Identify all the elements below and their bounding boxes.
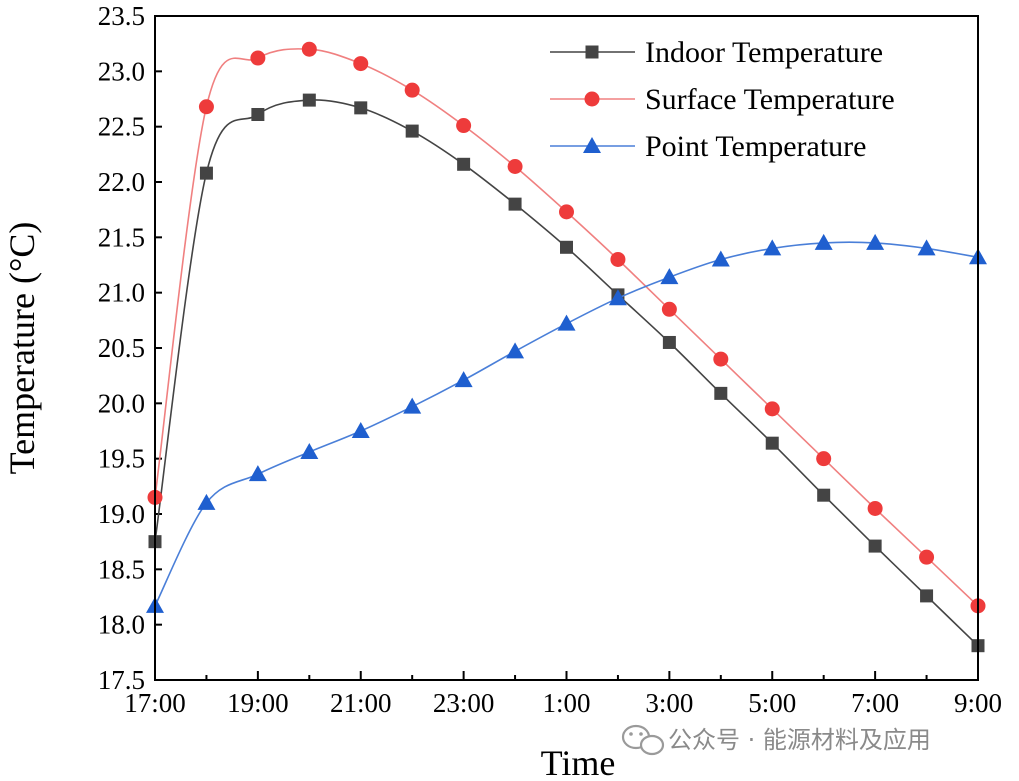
indoor-temperature-point bbox=[405, 124, 419, 138]
y-tick-label: 18.0 bbox=[98, 610, 145, 640]
x-tick-label: 17:00 bbox=[124, 688, 186, 718]
point-temperature-points bbox=[146, 233, 987, 613]
indoor-temperature-point bbox=[354, 101, 368, 115]
y-tick-label: 20.0 bbox=[98, 388, 145, 418]
point-temperature-point bbox=[506, 342, 525, 359]
legend-label: Indoor Temperature bbox=[645, 36, 883, 69]
surface-temperature-line bbox=[154, 48, 979, 607]
indoor-temperature-point bbox=[251, 107, 265, 121]
x-tick-label: 1:00 bbox=[542, 688, 590, 718]
surface-temperature-point bbox=[507, 159, 523, 175]
surface-temperature-point bbox=[250, 50, 266, 66]
y-tick-label: 23.0 bbox=[98, 56, 145, 86]
point-temperature-point bbox=[300, 443, 319, 460]
y-tick-label: 19.5 bbox=[98, 444, 145, 474]
indoor-temperature-point bbox=[817, 488, 831, 502]
indoor-temperature-point bbox=[868, 539, 882, 553]
legend-label: Surface Temperature bbox=[645, 83, 895, 116]
surface-temperature-point bbox=[404, 82, 420, 98]
y-axis-title: Temperature (°C) bbox=[2, 222, 42, 475]
legend-marker bbox=[584, 91, 600, 107]
point-temperature-point bbox=[917, 239, 936, 256]
legend-item-point-temperature: Point Temperature bbox=[550, 130, 866, 163]
surface-temperature-point bbox=[456, 118, 472, 134]
legend-item-surface-temperature: Surface Temperature bbox=[550, 83, 895, 116]
y-tick-label: 18.5 bbox=[98, 554, 145, 584]
x-tick-labels: 17:00 19:00 21:00 23:00 1:00 3:00 5:00 7:00 9:00 bbox=[124, 688, 1002, 718]
x-tick-label: 5:00 bbox=[748, 688, 796, 718]
x-tick-label: 23:00 bbox=[433, 688, 495, 718]
surface-temperature-point bbox=[764, 401, 780, 417]
watermark: 公众号 · 能源材料及应用 bbox=[621, 724, 931, 756]
y-tick-label: 19.0 bbox=[98, 499, 145, 529]
x-tick-label: 19:00 bbox=[227, 688, 289, 718]
indoor-temperature-point bbox=[714, 386, 728, 400]
legend-marker bbox=[585, 45, 599, 59]
y-tick-label: 17.5 bbox=[98, 665, 145, 695]
surface-temperature-point bbox=[661, 301, 677, 317]
x-axis-title: Time bbox=[541, 743, 616, 781]
surface-temperature-point bbox=[353, 56, 369, 72]
point-temperature-point bbox=[866, 233, 885, 250]
y-tick-label: 23.5 bbox=[98, 1, 145, 31]
legend-label: Point Temperature bbox=[645, 130, 866, 163]
indoor-temperature-point bbox=[302, 93, 316, 107]
surface-temperature-points bbox=[147, 41, 986, 614]
point-temperature-point bbox=[351, 422, 370, 438]
y-tick-label: 22.5 bbox=[98, 112, 145, 142]
watermark-text: 公众号 · 能源材料及应用 bbox=[668, 726, 931, 754]
legend-item-indoor-temperature: Indoor Temperature bbox=[550, 36, 883, 69]
indoor-temperature-point bbox=[508, 197, 522, 211]
surface-temperature-point bbox=[301, 41, 317, 57]
point-temperature-point bbox=[814, 233, 833, 250]
point-temperature-point bbox=[660, 268, 679, 285]
x-tick-label: 9:00 bbox=[954, 688, 1002, 718]
indoor-temperature-point bbox=[457, 157, 471, 171]
surface-temperature-point bbox=[559, 204, 574, 220]
point-temperature-point bbox=[557, 314, 576, 331]
surface-temperature-point bbox=[919, 549, 935, 565]
surface-temperature-point bbox=[198, 99, 214, 115]
y-tick-labels: 17.5 18.0 18.5 19.0 19.5 20.0 20.5 21.0 21.5 22.0… bbox=[98, 1, 145, 695]
point-temperature-point bbox=[711, 250, 730, 267]
x-tick-label: 21:00 bbox=[330, 688, 392, 718]
indoor-temperature-point bbox=[199, 166, 213, 180]
indoor-temperature-point bbox=[560, 240, 573, 254]
y-tick-label: 22.0 bbox=[98, 167, 145, 197]
series-layer bbox=[146, 41, 987, 653]
indoor-temperature-line bbox=[154, 99, 979, 647]
x-tick-label: 3:00 bbox=[645, 688, 693, 718]
point-temperature-point bbox=[763, 239, 782, 256]
wechat-icon bbox=[621, 724, 665, 756]
surface-temperature-point bbox=[816, 451, 832, 467]
y-tick-label: 21.0 bbox=[98, 278, 145, 308]
point-temperature-point bbox=[248, 465, 267, 482]
y-tick-label: 21.5 bbox=[98, 222, 145, 252]
indoor-temperature-point bbox=[920, 589, 934, 603]
point-temperature-point bbox=[454, 371, 473, 388]
x-tick-label: 7:00 bbox=[851, 688, 899, 718]
point-temperature-line bbox=[154, 241, 979, 607]
point-temperature-point bbox=[197, 493, 216, 510]
surface-temperature-point bbox=[867, 500, 883, 516]
indoor-temperature-points bbox=[148, 93, 985, 653]
plot-frame bbox=[154, 15, 979, 681]
point-temperature-point bbox=[403, 397, 422, 414]
indoor-temperature-point bbox=[765, 436, 779, 450]
surface-temperature-point bbox=[610, 251, 626, 267]
legend: Indoor Temperature Surface Temperature Poi… bbox=[550, 36, 895, 163]
y-tick-label: 20.5 bbox=[98, 333, 145, 363]
surface-temperature-point bbox=[713, 351, 729, 367]
point-temperature-point bbox=[608, 289, 627, 306]
indoor-temperature-point bbox=[662, 335, 676, 349]
legend-marker bbox=[583, 137, 601, 153]
